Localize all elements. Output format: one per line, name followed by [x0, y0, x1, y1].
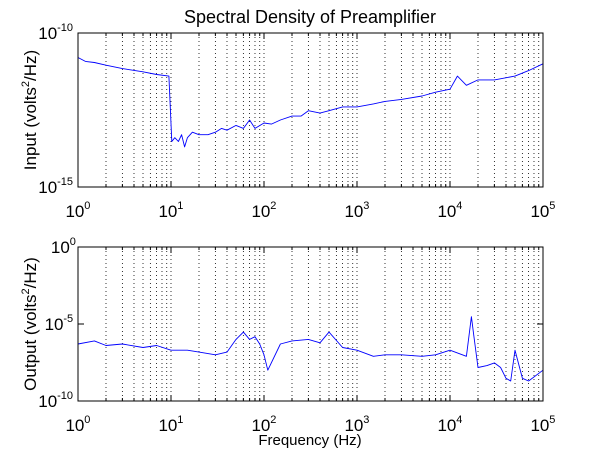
y-axis-label: Input (volts2/Hz) — [20, 50, 40, 170]
x-axis-label: Frequency (Hz) — [258, 432, 361, 449]
tick-label-exponent: -15 — [57, 176, 73, 188]
tick-label-base: 10 — [65, 416, 84, 435]
y-tick-label: 10 -5 — [45, 313, 74, 334]
tick-label-exponent: 0 — [84, 200, 90, 212]
plot-area — [78, 247, 543, 401]
tick-label-base: 10 — [530, 202, 549, 221]
tick-label-exponent: 3 — [363, 414, 369, 426]
tick-label-base: 10 — [251, 202, 270, 221]
x-tick-label: 10 0 — [65, 414, 90, 435]
tick-label-exponent: 1 — [177, 414, 183, 426]
tick-label-base: 10 — [251, 416, 270, 435]
y-axis-label-unit: /Hz) — [21, 257, 40, 288]
y-axis-label-main: Input (volts — [21, 87, 40, 170]
x-tick-label: 10 4 — [437, 200, 462, 221]
figure-title: Spectral Density of Preamplifier — [184, 7, 436, 27]
y-tick-label: 10 -10 — [38, 22, 73, 43]
tick-label-base: 10 — [158, 416, 177, 435]
tick-label-exponent: -10 — [57, 22, 73, 34]
tick-label-exponent: -5 — [63, 313, 73, 325]
tick-label-base: 10 — [344, 202, 363, 221]
x-tick-label: 10 3 — [344, 200, 369, 221]
tick-label-exponent: 4 — [456, 200, 462, 212]
y-axis-label: Output (volts2/Hz) — [20, 257, 40, 391]
tick-label-exponent: 0 — [84, 414, 90, 426]
tick-label-exponent: 2 — [270, 414, 276, 426]
tick-label-exponent: 3 — [363, 200, 369, 212]
x-tick-label: 10 5 — [530, 414, 555, 435]
x-tick-label: 10 1 — [158, 414, 183, 435]
tick-label-exponent: 2 — [270, 200, 276, 212]
tick-label-base: 10 — [38, 392, 57, 411]
x-tick-label: 10 2 — [251, 414, 276, 435]
tick-label-exponent: 1 — [177, 200, 183, 212]
tick-label-exponent: -10 — [57, 390, 73, 402]
series-line — [77, 316, 544, 382]
tick-label-exponent: 4 — [456, 414, 462, 426]
tick-label-base: 10 — [437, 416, 456, 435]
y-tick-label: 10 0 — [51, 236, 76, 257]
tick-label-base: 10 — [51, 238, 70, 257]
x-tick-label: 10 5 — [530, 200, 555, 221]
tick-label-base: 10 — [158, 202, 177, 221]
tick-label-base: 10 — [45, 315, 64, 334]
y-axis-label-main: Output (volts — [21, 294, 40, 390]
x-tick-label: 10 1 — [158, 200, 183, 221]
tick-label-base: 10 — [38, 178, 57, 197]
x-tick-label: 10 4 — [437, 414, 462, 435]
tick-label-base: 10 — [344, 416, 363, 435]
y-axis-label-superscript: 2 — [20, 288, 32, 294]
tick-label-exponent: 5 — [549, 200, 555, 212]
x-tick-label: 10 2 — [251, 200, 276, 221]
y-axis-label-unit: /Hz) — [21, 50, 40, 81]
axes-box — [77, 32, 544, 188]
x-tick-label: 10 3 — [344, 414, 369, 435]
tick-label-base: 10 — [65, 202, 84, 221]
y-axis-label-superscript: 2 — [20, 81, 32, 87]
tick-label-exponent: 0 — [70, 236, 76, 248]
tick-label-base: 10 — [437, 202, 456, 221]
tick-label-exponent: 5 — [549, 414, 555, 426]
tick-label-base: 10 — [530, 416, 549, 435]
y-tick-label: 10 -15 — [38, 176, 73, 197]
x-tick-label: 10 0 — [65, 200, 90, 221]
plot-area — [78, 33, 543, 187]
tick-label-base: 10 — [38, 24, 57, 43]
series-line — [77, 57, 544, 148]
y-tick-label: 10 -10 — [38, 390, 73, 411]
